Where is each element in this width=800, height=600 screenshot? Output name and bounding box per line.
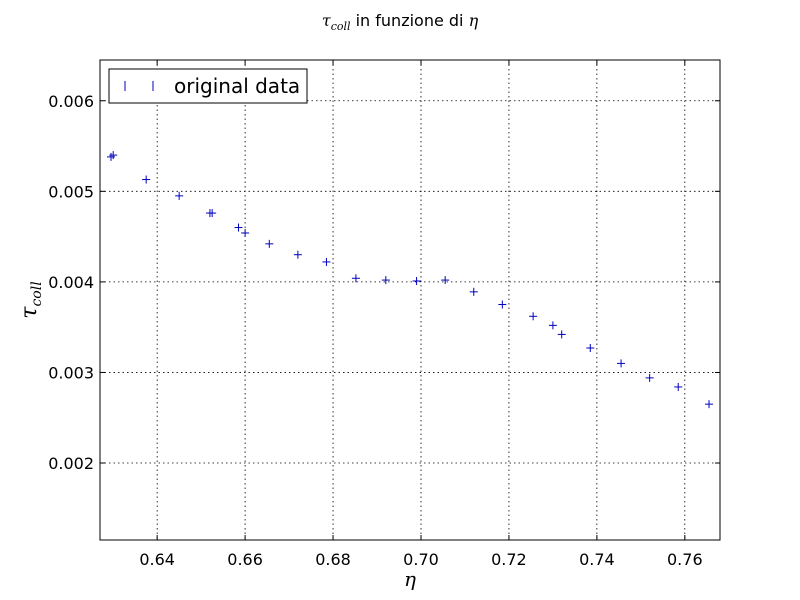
data-point	[674, 382, 683, 391]
plot-area-frame	[99, 59, 721, 541]
legend-marker-icon	[124, 81, 154, 91]
data-point	[265, 239, 274, 248]
data-point	[645, 373, 654, 382]
data-point	[705, 400, 714, 409]
legend: original data	[108, 68, 308, 104]
data-point	[241, 228, 250, 237]
data-point	[529, 312, 538, 321]
data-point	[234, 223, 243, 232]
title-tau-subscript: coll	[331, 20, 351, 33]
data-point	[498, 300, 507, 309]
grid	[100, 60, 720, 540]
data-point	[175, 191, 184, 200]
data-point	[293, 250, 302, 259]
y-axis-label-subscript: coll	[29, 281, 45, 306]
x-tick-labels: 0.64 0.66 0.68 0.70 0.72 0.74 0.76	[139, 550, 702, 569]
y-axis-label-symbol: τ	[17, 306, 42, 319]
y-tick-label: 0.004	[48, 273, 94, 292]
x-tick-label: 0.76	[667, 550, 703, 569]
data-point	[106, 152, 115, 161]
y-axis-label: τcoll	[17, 281, 45, 318]
x-tick-label: 0.74	[579, 550, 615, 569]
title-text: in funzione di	[351, 11, 469, 30]
data-point	[412, 276, 421, 285]
x-tick-label: 0.72	[491, 550, 527, 569]
data-point	[557, 330, 566, 339]
data-point	[351, 274, 360, 283]
data-point	[469, 287, 478, 296]
x-axis-label: η	[404, 567, 416, 591]
title-tau: τ	[322, 11, 332, 30]
y-tick-label: 0.005	[48, 182, 94, 201]
y-tick-labels: 0.002 0.003 0.004 0.005 0.006	[48, 92, 94, 473]
x-tick-label: 0.68	[315, 550, 351, 569]
data-point	[381, 276, 390, 285]
data-points	[106, 151, 714, 409]
legend-label: original data	[174, 74, 300, 98]
y-tick-label: 0.003	[48, 363, 94, 382]
title-eta: η	[469, 11, 479, 30]
axis-ticks	[100, 60, 720, 540]
y-tick-label: 0.006	[48, 92, 94, 111]
chart-title: τcoll in funzione di η	[322, 11, 479, 33]
svg-text:τcoll: τcoll	[17, 281, 45, 318]
x-tick-label: 0.66	[227, 550, 263, 569]
legend-box	[108, 68, 308, 104]
x-tick-label: 0.70	[403, 550, 439, 569]
data-point	[322, 257, 331, 266]
y-tick-label: 0.002	[48, 454, 94, 473]
data-point	[586, 344, 595, 352]
data-point	[617, 359, 626, 368]
data-point	[142, 175, 151, 184]
data-point	[109, 151, 118, 160]
data-point	[208, 209, 217, 218]
data-point	[441, 276, 450, 285]
data-point	[548, 321, 557, 330]
x-tick-label: 0.64	[139, 550, 175, 569]
